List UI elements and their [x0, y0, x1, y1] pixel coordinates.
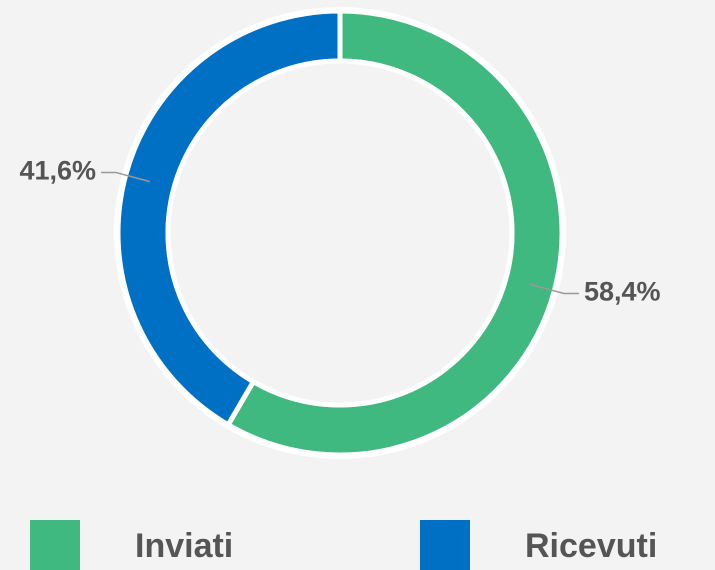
donut-hole	[170, 63, 510, 403]
legend-swatch	[420, 520, 470, 570]
leader-line	[529, 283, 579, 295]
data-label: 41,6%	[19, 156, 96, 186]
data-label: 58,4%	[584, 277, 661, 307]
legend-label: Ricevuti	[525, 527, 657, 565]
legend-swatch	[30, 520, 80, 570]
donut-hole-ring	[165, 58, 515, 408]
legend-label: Inviati	[135, 527, 233, 565]
leader-line	[101, 171, 151, 183]
